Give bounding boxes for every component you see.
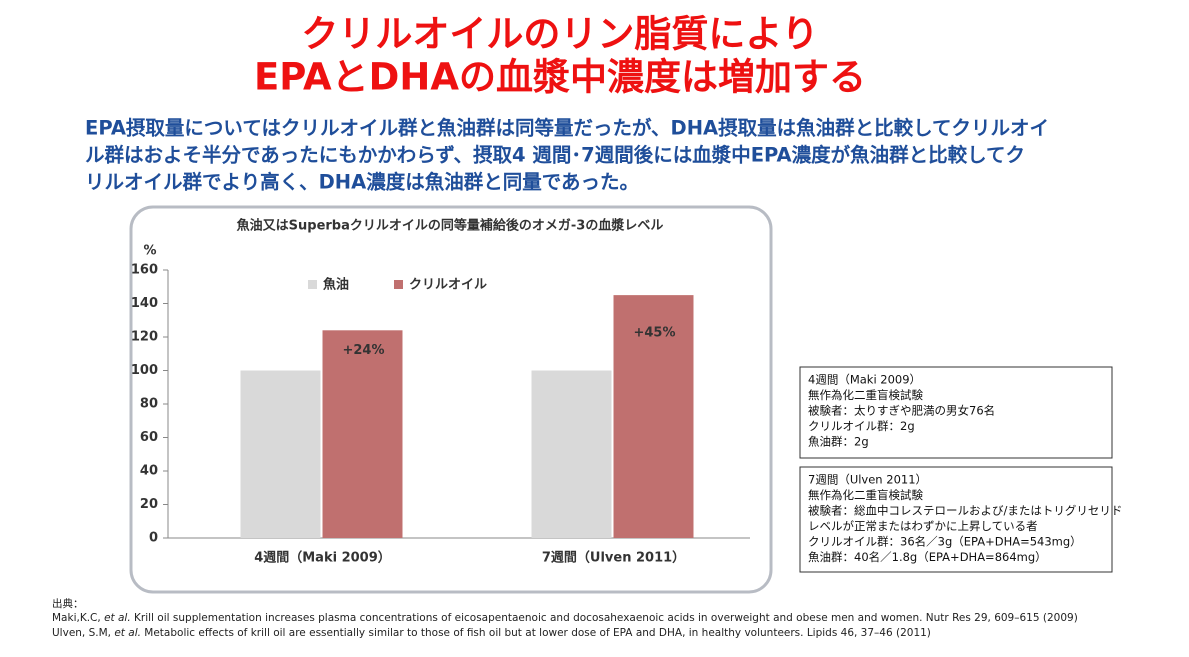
note-text: 4週間（Maki 2009） <box>808 373 921 387</box>
note-text: 無作為化二重盲検試験 <box>808 388 923 402</box>
x-tick-label: 7週間（Ulven 2011） <box>542 550 685 566</box>
slide-title: クリルオイルのリン脂質により <box>301 13 818 56</box>
note-box <box>799 466 1113 573</box>
reference-part: Metabolic effects of krill oil are essen… <box>141 627 931 639</box>
reference: Maki,K.C, et al. Krill oil supplementati… <box>52 612 1078 624</box>
legend-swatch <box>308 280 317 289</box>
note-text: クリルオイル群：2g <box>808 419 915 433</box>
bar <box>613 295 694 538</box>
bar <box>240 370 321 538</box>
note-text: 被験者：総血中コレステロールおよび/またはトリグリセリド <box>808 504 1122 518</box>
legend-swatch <box>394 280 403 289</box>
bar <box>531 370 612 538</box>
reference-part: et al. <box>104 612 131 624</box>
bar-annotation: +45% <box>633 325 675 340</box>
reference-label: 出典： <box>52 597 84 610</box>
reference-part: Krill oil supplementation increases plas… <box>131 612 1078 624</box>
reference: Ulven, S.M, et al. Metabolic effects of … <box>52 627 931 639</box>
note-text: クリルオイル群：36名／3g（EPA+DHA=543mg） <box>808 535 1082 549</box>
y-tick-label: 80 <box>140 397 158 412</box>
chart-title: 魚油又はSuperbaクリルオイルの同等量補給後のオメガ-3の血漿レベル <box>237 218 664 234</box>
reference-part: Maki,K.C, <box>52 612 104 624</box>
note-text: 魚油群：40名／1.8g（EPA+DHA=864mg） <box>808 550 1047 564</box>
y-tick-label: 160 <box>131 263 158 278</box>
reference-part: Ulven, S.M, <box>52 627 114 639</box>
legend-label: クリルオイル <box>409 278 487 293</box>
y-tick-label: 40 <box>140 464 158 479</box>
lead-text: ル群はおよそ半分であったにもかかわらず、摂取4 週間･7週間後には血漿中EPA濃… <box>85 144 1025 167</box>
note-text: レベルが正常またはわずかに上昇している者 <box>808 519 1038 533</box>
note-text: 7週間（Ulven 2011） <box>808 473 927 487</box>
note-text: 被験者：太りすぎや肥満の男女76名 <box>808 404 995 418</box>
y-tick-label: 100 <box>131 363 158 378</box>
note-text: 無作為化二重盲検試験 <box>808 488 923 502</box>
y-tick-label: 60 <box>140 430 158 445</box>
bar <box>322 330 403 538</box>
legend-label: 魚油 <box>323 277 349 293</box>
bar-annotation: +24% <box>342 343 384 358</box>
y-tick-label: 120 <box>131 330 158 345</box>
y-tick-label: 20 <box>140 497 158 512</box>
reference-part: et al. <box>114 627 141 639</box>
slide-title: EPAとDHAの血漿中濃度は増加する <box>254 56 866 99</box>
lead-text: EPA摂取量についてはクリルオイル群と魚油群は同等量だったが、DHA摂取量は魚油… <box>85 117 1049 140</box>
lead-text: リルオイル群でより高く、DHA濃度は魚油群と同量であった。 <box>85 171 639 194</box>
y-axis-label: % <box>143 244 156 259</box>
y-tick-label: 140 <box>131 296 158 311</box>
y-tick-label: 0 <box>149 531 158 546</box>
x-tick-label: 4週間（Maki 2009） <box>254 550 391 566</box>
note-box <box>799 366 1113 459</box>
note-text: 魚油群：2g <box>808 435 869 449</box>
